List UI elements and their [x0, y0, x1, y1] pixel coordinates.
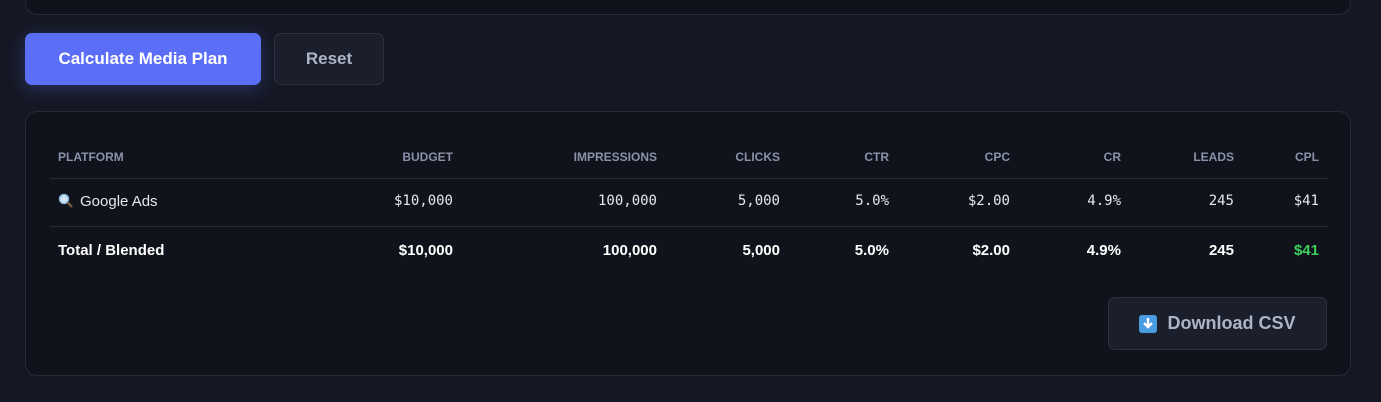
total-cell: 100,000 — [602, 242, 657, 259]
total-cell: 245 — [1208, 242, 1234, 259]
table-cell: $41 — [1293, 193, 1319, 209]
table-cell: 5,000 — [737, 193, 780, 209]
table-cell: 5.0% — [855, 193, 889, 209]
table-cell: Google Ads — [80, 193, 158, 210]
table-cell: 245 — [1208, 193, 1234, 209]
column-header: BUDGET — [402, 150, 453, 164]
total-cell: $41 — [1293, 242, 1319, 259]
search-icon — [58, 193, 73, 208]
column-header: IMPRESSIONS — [573, 150, 657, 164]
table-cell: 100,000 — [597, 193, 657, 209]
column-header: CPL — [1295, 150, 1319, 164]
column-header: CR — [1103, 150, 1121, 164]
column-header: CLICKS — [735, 150, 780, 164]
total-cell: 4.9% — [1086, 242, 1121, 259]
total-cell: 5,000 — [742, 242, 780, 259]
separator — [50, 178, 1328, 179]
table-cell: 4.9% — [1087, 193, 1121, 209]
reset-button[interactable]: Reset — [274, 33, 384, 85]
total-cell: 5.0% — [854, 242, 889, 259]
total-cell: Total / Blended — [58, 242, 165, 259]
separator — [50, 226, 1328, 227]
total-cell: $2.00 — [972, 242, 1010, 259]
calculate-button[interactable]: Calculate Media Plan — [25, 33, 261, 85]
settings-card — [25, 0, 1351, 15]
table-cell: $2.00 — [967, 193, 1010, 209]
column-header: LEADS — [1193, 150, 1234, 164]
column-header: CPC — [984, 150, 1010, 164]
download-button[interactable]: Download CSV — [1108, 297, 1327, 350]
column-header: PLATFORM — [58, 150, 124, 164]
download-icon — [1139, 314, 1158, 333]
table-cell: $10,000 — [393, 193, 453, 209]
column-header: CTR — [864, 150, 889, 164]
download-label: Download CSV — [1167, 313, 1296, 333]
total-cell: $10,000 — [398, 242, 453, 259]
